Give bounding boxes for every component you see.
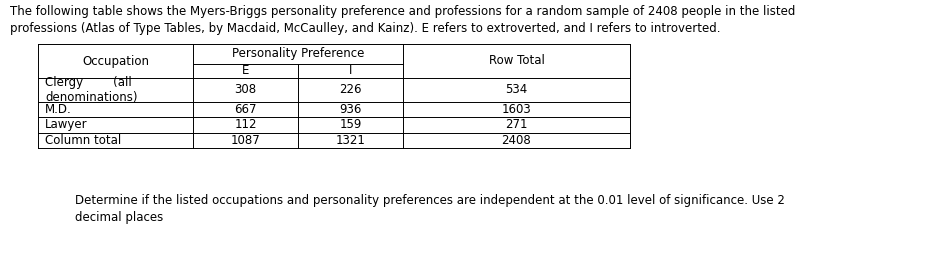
Text: 226: 226 <box>339 83 362 96</box>
Text: 667: 667 <box>234 103 256 116</box>
Text: The following table shows the Myers-Briggs personality preference and profession: The following table shows the Myers-Brig… <box>10 5 795 18</box>
Text: Column total: Column total <box>45 134 122 147</box>
Text: 2408: 2408 <box>502 134 531 147</box>
Text: 534: 534 <box>505 83 528 96</box>
Text: 308: 308 <box>235 83 256 96</box>
Text: E: E <box>241 64 249 77</box>
Text: Personality Preference: Personality Preference <box>232 47 364 60</box>
Text: Determine if the listed occupations and personality preferences are independent : Determine if the listed occupations and … <box>75 194 785 207</box>
Text: Clergy        (all
denominations): Clergy (all denominations) <box>45 76 138 104</box>
Text: 271: 271 <box>505 118 528 131</box>
Text: 1321: 1321 <box>336 134 366 147</box>
Text: 1603: 1603 <box>502 103 531 116</box>
Text: 159: 159 <box>339 118 362 131</box>
Text: 1087: 1087 <box>231 134 260 147</box>
Text: decimal places: decimal places <box>75 211 163 224</box>
Text: M.D.: M.D. <box>45 103 72 116</box>
Text: Row Total: Row Total <box>488 55 544 68</box>
Text: I: I <box>349 64 352 77</box>
Text: Lawyer: Lawyer <box>45 118 88 131</box>
Text: 936: 936 <box>339 103 362 116</box>
Text: 112: 112 <box>234 118 256 131</box>
Text: professions (Atlas of Type Tables, by Macdaid, McCaulley, and Kainz). E refers t: professions (Atlas of Type Tables, by Ma… <box>10 22 720 35</box>
Text: Occupation: Occupation <box>82 55 149 68</box>
